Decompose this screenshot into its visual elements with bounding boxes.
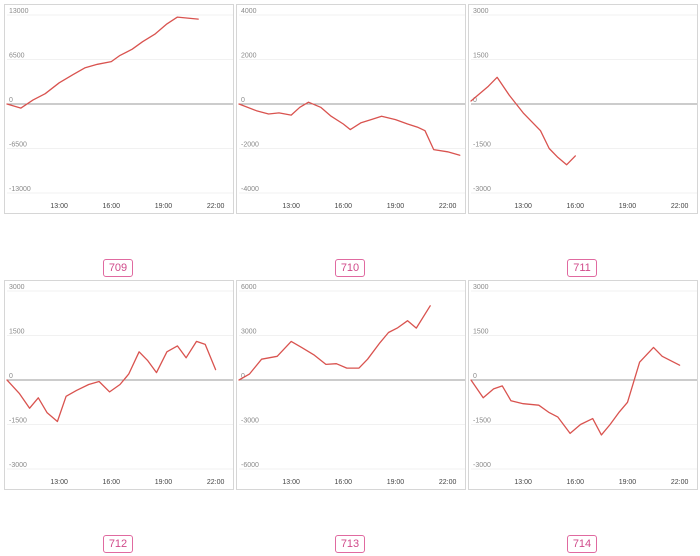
y-tick-label: 0 [9,373,13,380]
chart-panel-711: 3000 1500 0 -1500 -3000 13:00 16:00 19:00 22:00 7… [468,4,698,280]
y-tick-label: -3000 [9,462,27,469]
line-chart-710: 4000 2000 0 -2000 -4000 13:00 16:00 19:00 22:00 [238,8,465,210]
chart-label-badge: 712 [103,535,133,553]
plot-area: 13000 6500 0 -6500 -13000 13:00 16:00 19:00 22:0… [4,4,234,214]
series-line [238,305,431,381]
y-tick-label: -13000 [9,186,31,193]
x-tick-label: 16:00 [335,479,353,486]
x-tick-label: 19:00 [619,479,637,486]
y-tick-label: 1500 [473,53,489,60]
chart-label-badge: 709 [103,259,133,277]
y-tick-label: 1500 [9,329,25,336]
plot-area: 3000 1500 0 -1500 -3000 13:00 16:00 19:00 22:00 [468,280,698,490]
series-line [238,101,461,156]
x-tick-label: 13:00 [50,479,68,486]
plot-area: 3000 1500 0 -1500 -3000 13:00 16:00 19:00 22:00 [468,4,698,214]
plot-area: 3000 1500 0 -1500 -3000 13:00 16:00 19:00 22:00 [4,280,234,490]
y-tick-label: 3000 [473,284,489,291]
x-tick-label: 22:00 [671,203,689,210]
x-tick-label: 13:00 [514,203,532,210]
x-tick-label: 22:00 [207,203,225,210]
series-line [470,346,681,436]
y-tick-label: 0 [241,97,245,104]
y-tick-label: 0 [9,97,13,104]
plot-area: 6000 3000 0 -3000 -6000 13:00 16:00 19:00 22:00 [236,280,466,490]
x-tick-label: 19:00 [155,203,173,210]
chart-panel-713: 6000 3000 0 -3000 -6000 13:00 16:00 19:00 22:00 7… [236,280,466,556]
x-tick-label: 22:00 [671,479,689,486]
chart-panel-709: 13000 6500 0 -6500 -13000 13:00 16:00 19:00 22:0… [4,4,234,280]
y-tick-label: 2000 [241,53,257,60]
chart-panel-710: 4000 2000 0 -2000 -4000 13:00 16:00 19:00 22:00 7… [236,4,466,280]
series-line [6,340,217,423]
chart-panel-714: 3000 1500 0 -1500 -3000 13:00 16:00 19:00 22:00 7… [468,280,698,556]
x-tick-label: 13:00 [514,479,532,486]
y-tick-label: -3000 [473,186,491,193]
chart-label-badge: 714 [567,535,597,553]
y-tick-label: -2000 [241,142,259,149]
series-line [6,16,199,109]
x-tick-label: 16:00 [335,203,353,210]
line-chart-709: 13000 6500 0 -6500 -13000 13:00 16:00 19:00 22:0… [6,8,233,210]
y-tick-label: 6500 [9,53,25,60]
series-line [470,76,576,166]
y-tick-label: 4000 [241,8,257,15]
x-tick-label: 16:00 [103,203,121,210]
line-chart-714: 3000 1500 0 -1500 -3000 13:00 16:00 19:00 22:00 [470,284,697,486]
x-tick-label: 16:00 [103,479,121,486]
y-tick-label: 0 [473,97,477,104]
y-tick-label: -3000 [473,462,491,469]
y-tick-label: -6000 [241,462,259,469]
x-tick-label: 22:00 [439,479,457,486]
line-chart-712: 3000 1500 0 -1500 -3000 13:00 16:00 19:00 22:00 [6,284,233,486]
x-tick-label: 19:00 [387,203,405,210]
y-tick-label: -4000 [241,186,259,193]
chart-panel-712: 3000 1500 0 -1500 -3000 13:00 16:00 19:00 22:00 7… [4,280,234,556]
y-tick-label: 3000 [473,8,489,15]
x-tick-label: 13:00 [282,203,300,210]
y-tick-label: 13000 [9,8,29,15]
x-tick-label: 19:00 [619,203,637,210]
y-tick-label: -1500 [473,142,491,149]
x-tick-label: 16:00 [567,479,585,486]
chart-label-badge: 711 [567,259,597,277]
y-tick-label: -1500 [9,418,27,425]
y-tick-label: 1500 [473,329,489,336]
line-chart-711: 3000 1500 0 -1500 -3000 13:00 16:00 19:00 22:00 [470,8,697,210]
x-tick-label: 19:00 [387,479,405,486]
y-tick-label: 0 [473,373,477,380]
y-tick-label: -3000 [241,418,259,425]
y-tick-label: -6500 [9,142,27,149]
line-chart-713: 6000 3000 0 -3000 -6000 13:00 16:00 19:00 22:00 [238,284,465,486]
y-tick-label: -1500 [473,418,491,425]
x-tick-label: 13:00 [50,203,68,210]
y-tick-label: 3000 [241,329,257,336]
x-tick-label: 19:00 [155,479,173,486]
x-tick-label: 22:00 [207,479,225,486]
chart-label-badge: 713 [335,535,365,553]
plot-area: 4000 2000 0 -2000 -4000 13:00 16:00 19:00 22:00 [236,4,466,214]
x-tick-label: 13:00 [282,479,300,486]
x-tick-label: 22:00 [439,203,457,210]
x-tick-label: 16:00 [567,203,585,210]
y-tick-label: 6000 [241,284,257,291]
y-tick-label: 3000 [9,284,25,291]
chart-label-badge: 710 [335,259,365,277]
y-tick-label: 0 [241,373,245,380]
